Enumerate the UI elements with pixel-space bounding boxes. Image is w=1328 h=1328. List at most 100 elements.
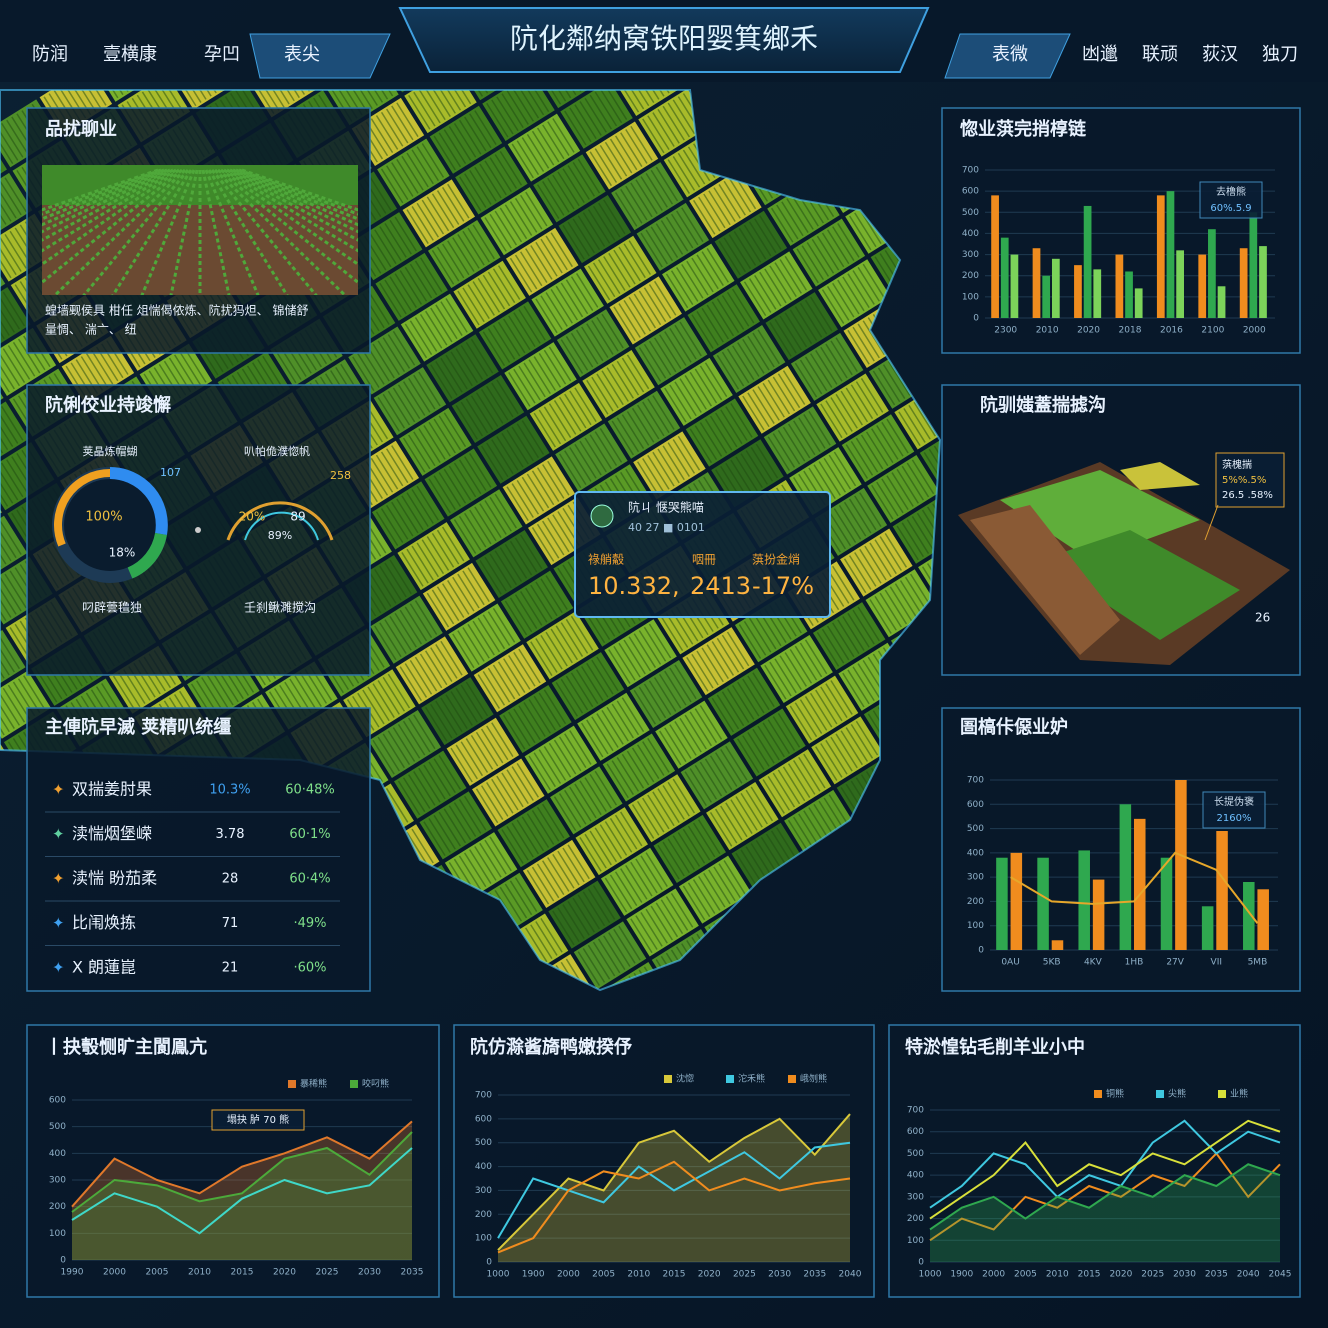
crop-row (640, 232, 663, 268)
crop-row (570, 615, 594, 651)
crop-row (706, 304, 730, 340)
crop-row (865, 431, 889, 467)
crop-row (433, 475, 456, 511)
crop-row (201, 169, 231, 295)
crop-row (42, 168, 180, 267)
crop-row (655, 223, 679, 258)
terrain-field (1040, 530, 1240, 640)
crop-row (450, 747, 473, 783)
crop-row (402, 437, 426, 473)
crop-row (401, 155, 424, 191)
crop-row (572, 897, 595, 933)
nav-item[interactable]: 联顽 (1142, 44, 1178, 65)
crop-row (560, 282, 584, 318)
crop-row (857, 663, 880, 698)
crop-row (692, 822, 716, 858)
crop-row (462, 287, 485, 323)
crop-row (42, 168, 165, 221)
crop-row (586, 323, 609, 359)
crop-row (684, 771, 707, 806)
crop-row (750, 843, 774, 878)
crop-row (448, 465, 472, 501)
crop-row (691, 257, 714, 293)
crop-row (694, 764, 718, 800)
crop-row (0, 579, 17, 615)
crop-row (876, 425, 899, 460)
crop-row (96, 90, 119, 99)
crop-row (0, 237, 22, 272)
crop-row (389, 616, 412, 651)
crop-row (487, 611, 511, 646)
nav-item[interactable]: 凼邋 (1082, 44, 1118, 65)
crop-row (411, 545, 434, 581)
crop-row (625, 864, 648, 900)
crop-row (553, 739, 577, 775)
crop-row (513, 368, 536, 404)
crop-row (650, 226, 674, 262)
crop-row (458, 119, 482, 155)
crop-row (760, 836, 784, 872)
title-frame (398, 7, 930, 73)
crop-row (587, 265, 611, 301)
crop-row (843, 558, 867, 594)
crop-row (552, 910, 575, 946)
crop-row (833, 451, 857, 487)
crop-row (111, 169, 193, 295)
crop-row (728, 177, 752, 213)
nav-item[interactable]: 荻汉 (1202, 44, 1238, 65)
crop-row (725, 802, 748, 838)
crop-row (360, 90, 384, 103)
x-tick-label: 27V (1166, 958, 1184, 968)
crop-row (0, 190, 7, 225)
crop-row (433, 90, 456, 114)
crop-row (784, 255, 808, 291)
crop-row (787, 423, 811, 459)
crop-row (730, 403, 753, 438)
crop-row (642, 401, 665, 437)
crop-row (467, 567, 490, 603)
crop-row (738, 624, 762, 659)
nav-item[interactable]: 表微 (992, 44, 1028, 65)
crop-row (657, 448, 680, 484)
nav-item[interactable]: 表尖 (284, 44, 320, 65)
crop-row (402, 381, 426, 416)
nav-active[interactable] (249, 33, 391, 79)
crop-row (419, 653, 443, 689)
crop-row (699, 761, 723, 797)
panel-title: 圄槁佧僫业妒 (960, 716, 1068, 738)
crop-row (660, 899, 684, 935)
crop-row (452, 576, 475, 612)
crop-row (460, 741, 484, 777)
crop-row (531, 866, 555, 902)
crop-row (820, 743, 843, 778)
crop-row (496, 379, 519, 415)
crop-row (4, 177, 27, 213)
crop-row (0, 405, 24, 441)
crop-row (377, 736, 400, 772)
crop-row (782, 766, 806, 802)
row-cell: 比闱焕拣 (72, 913, 136, 932)
crop-row (421, 199, 445, 235)
nav-item[interactable]: 壹横康 (103, 44, 157, 65)
nav-item[interactable]: 独刀 (1262, 44, 1298, 65)
crop-row (847, 612, 870, 648)
crop-row (536, 863, 560, 899)
crop-row (377, 340, 400, 376)
crop-row (169, 169, 199, 295)
crop-row (755, 443, 779, 479)
crop-row (704, 362, 728, 398)
crop-row (862, 263, 886, 299)
crop-row (530, 641, 553, 677)
map-note: 26 (1255, 611, 1270, 625)
crop-row (526, 90, 550, 113)
nav-item[interactable]: 孕凹 (204, 44, 240, 65)
crop-row (565, 675, 589, 711)
nav-active[interactable] (944, 33, 1071, 79)
crop-row (516, 479, 540, 515)
crop-row (857, 266, 880, 302)
crop-row (689, 428, 713, 464)
nav-item[interactable]: 防润 (32, 44, 68, 65)
crop-row (825, 343, 848, 379)
crop-row (518, 309, 541, 344)
crop-row (210, 169, 318, 295)
